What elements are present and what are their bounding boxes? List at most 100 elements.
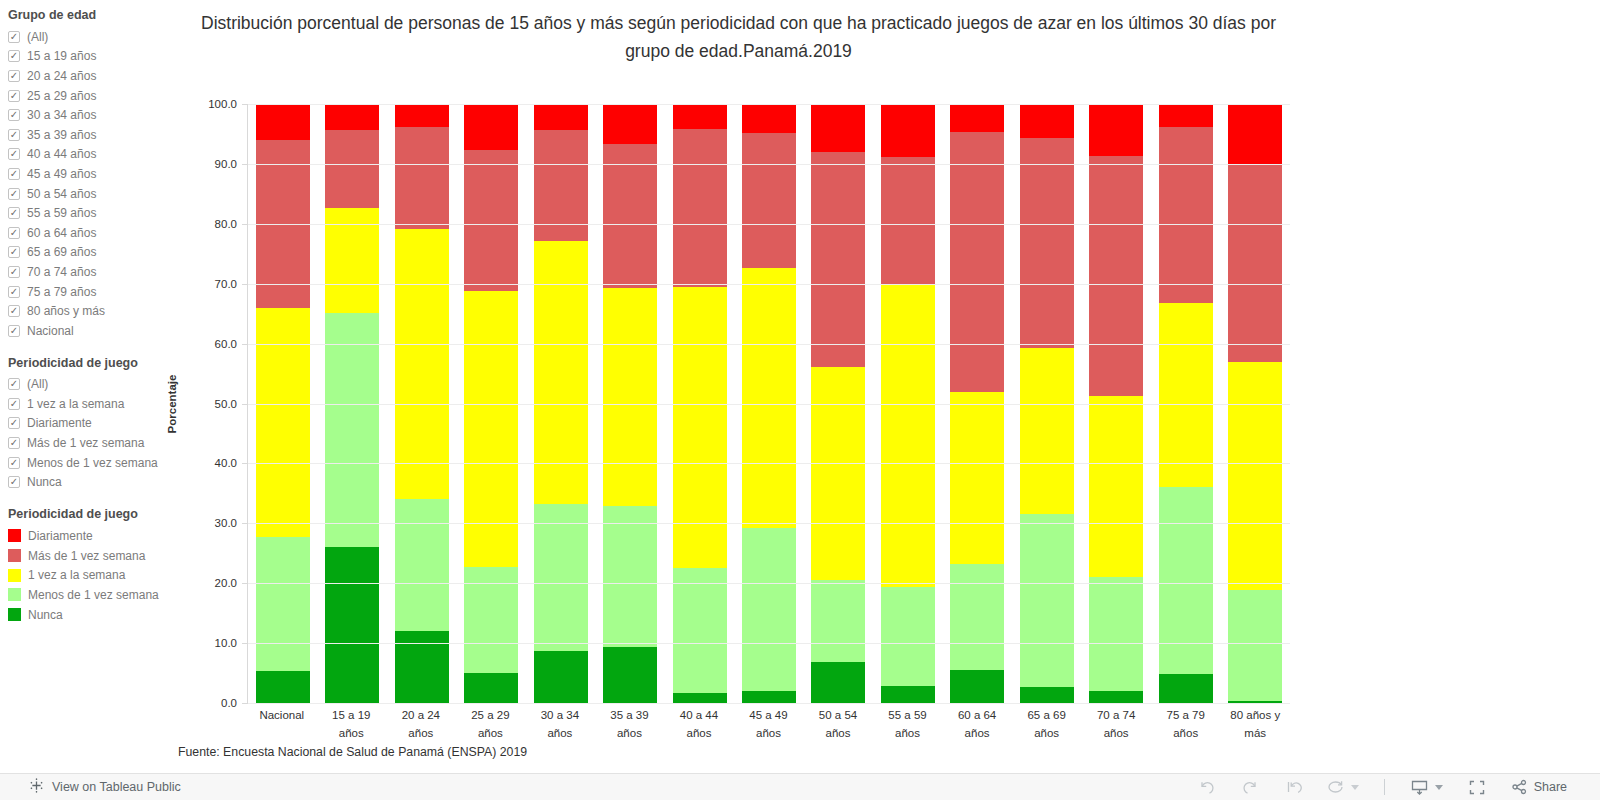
filter-checkbox-row[interactable]: ✓25 a 29 años: [8, 86, 183, 106]
bar-segment[interactable]: [534, 504, 588, 651]
bar-segment[interactable]: [881, 104, 935, 157]
bar-segment[interactable]: [742, 528, 796, 691]
bar-segment[interactable]: [950, 670, 1004, 703]
bar-segment[interactable]: [464, 150, 518, 291]
bar-segment[interactable]: [603, 647, 657, 703]
checkbox-checked-icon[interactable]: ✓: [8, 457, 20, 469]
bar-segment[interactable]: [603, 144, 657, 288]
bar-segment[interactable]: [256, 537, 310, 671]
bar-segment[interactable]: [325, 104, 379, 130]
bar-segment[interactable]: [742, 104, 796, 133]
checkbox-checked-icon[interactable]: ✓: [8, 378, 20, 390]
bar-segment[interactable]: [811, 104, 865, 152]
checkbox-checked-icon[interactable]: ✓: [8, 417, 20, 429]
bar-segment[interactable]: [742, 133, 796, 268]
filter-checkbox-row[interactable]: ✓Más de 1 vez semana: [8, 433, 183, 453]
bar-segment[interactable]: [325, 130, 379, 207]
bar-segment[interactable]: [603, 506, 657, 647]
share-button[interactable]: Share: [1511, 779, 1567, 795]
checkbox-checked-icon[interactable]: ✓: [8, 188, 20, 200]
bar-segment[interactable]: [673, 693, 727, 703]
bar-segment[interactable]: [1159, 104, 1213, 127]
bar-segment[interactable]: [1020, 104, 1074, 138]
filter-checkbox-row[interactable]: ✓20 a 24 años: [8, 66, 183, 86]
fullscreen-icon[interactable]: [1468, 779, 1486, 796]
checkbox-checked-icon[interactable]: ✓: [8, 70, 20, 82]
bar-segment[interactable]: [811, 580, 865, 661]
bar-segment[interactable]: [395, 229, 449, 499]
filter-checkbox-row[interactable]: ✓45 a 49 años: [8, 164, 183, 184]
checkbox-checked-icon[interactable]: ✓: [8, 168, 20, 180]
bar-segment[interactable]: [950, 132, 1004, 391]
filter-checkbox-row[interactable]: ✓75 a 79 años: [8, 282, 183, 302]
bar-segment[interactable]: [1089, 691, 1143, 703]
bar-segment[interactable]: [950, 104, 1004, 132]
bar-segment[interactable]: [1020, 687, 1074, 703]
replay-icon[interactable]: [1284, 779, 1302, 795]
bar-segment[interactable]: [256, 308, 310, 537]
filter-checkbox-row[interactable]: ✓15 a 19 años: [8, 47, 183, 67]
device-layout-button[interactable]: [1410, 779, 1443, 796]
checkbox-checked-icon[interactable]: ✓: [8, 207, 20, 219]
filter-checkbox-row[interactable]: ✓60 a 64 años: [8, 223, 183, 243]
legend-item[interactable]: Nunca: [8, 605, 183, 625]
bar-segment[interactable]: [1228, 104, 1282, 164]
filter-checkbox-row[interactable]: ✓Diariamente: [8, 414, 183, 434]
bar-segment[interactable]: [881, 157, 935, 286]
bar-segment[interactable]: [1020, 514, 1074, 687]
bar-segment[interactable]: [811, 662, 865, 703]
bar-segment[interactable]: [395, 631, 449, 703]
bar-segment[interactable]: [742, 268, 796, 528]
filter-checkbox-row[interactable]: ✓55 a 59 años: [8, 203, 183, 223]
filter-checkbox-row[interactable]: ✓35 a 39 años: [8, 125, 183, 145]
bar-segment[interactable]: [256, 104, 310, 140]
bar-segment[interactable]: [811, 367, 865, 580]
legend-item[interactable]: 1 vez a la semana: [8, 565, 183, 585]
filter-checkbox-row[interactable]: ✓80 años y más: [8, 301, 183, 321]
bar-segment[interactable]: [534, 651, 588, 703]
checkbox-checked-icon[interactable]: ✓: [8, 305, 20, 317]
filter-checkbox-row[interactable]: ✓(All): [8, 375, 183, 395]
bar-segment[interactable]: [673, 568, 727, 693]
bar-segment[interactable]: [1159, 127, 1213, 304]
checkbox-checked-icon[interactable]: ✓: [8, 437, 20, 449]
bar-segment[interactable]: [673, 129, 727, 287]
view-on-tableau-public-link[interactable]: View on Tableau Public: [29, 778, 181, 797]
bar-segment[interactable]: [881, 285, 935, 587]
checkbox-checked-icon[interactable]: ✓: [8, 325, 20, 337]
undo-icon[interactable]: [1198, 779, 1216, 795]
bar-segment[interactable]: [395, 127, 449, 228]
bar-segment[interactable]: [1228, 362, 1282, 591]
checkbox-checked-icon[interactable]: ✓: [8, 476, 20, 488]
bar-segment[interactable]: [395, 104, 449, 127]
bar-segment[interactable]: [256, 671, 310, 703]
bar-segment[interactable]: [881, 686, 935, 703]
filter-checkbox-row[interactable]: ✓1 vez a la semana: [8, 394, 183, 414]
bar-segment[interactable]: [464, 673, 518, 703]
bar-segment[interactable]: [1228, 164, 1282, 361]
bar-segment[interactable]: [534, 104, 588, 130]
bar-segment[interactable]: [1228, 590, 1282, 701]
checkbox-checked-icon[interactable]: ✓: [8, 266, 20, 278]
bar-segment[interactable]: [1020, 348, 1074, 514]
checkbox-checked-icon[interactable]: ✓: [8, 129, 20, 141]
bar-segment[interactable]: [464, 104, 518, 150]
filter-checkbox-row[interactable]: ✓40 a 44 años: [8, 145, 183, 165]
bar-segment[interactable]: [1089, 104, 1143, 156]
bar-segment[interactable]: [950, 564, 1004, 670]
checkbox-checked-icon[interactable]: ✓: [8, 148, 20, 160]
bar-segment[interactable]: [1089, 577, 1143, 691]
bar-segment[interactable]: [603, 288, 657, 505]
legend-item[interactable]: Diariamente: [8, 526, 183, 546]
refresh-button[interactable]: [1327, 779, 1359, 795]
filter-checkbox-row[interactable]: ✓Menos de 1 vez semana: [8, 453, 183, 473]
bar-segment[interactable]: [325, 547, 379, 703]
bar-segment[interactable]: [1089, 396, 1143, 577]
bar-segment[interactable]: [1159, 674, 1213, 703]
bar-segment[interactable]: [1089, 156, 1143, 396]
bar-segment[interactable]: [673, 104, 727, 129]
filter-checkbox-row[interactable]: ✓Nacional: [8, 321, 183, 341]
bar-segment[interactable]: [395, 499, 449, 631]
checkbox-checked-icon[interactable]: ✓: [8, 227, 20, 239]
bar-segment[interactable]: [811, 152, 865, 367]
